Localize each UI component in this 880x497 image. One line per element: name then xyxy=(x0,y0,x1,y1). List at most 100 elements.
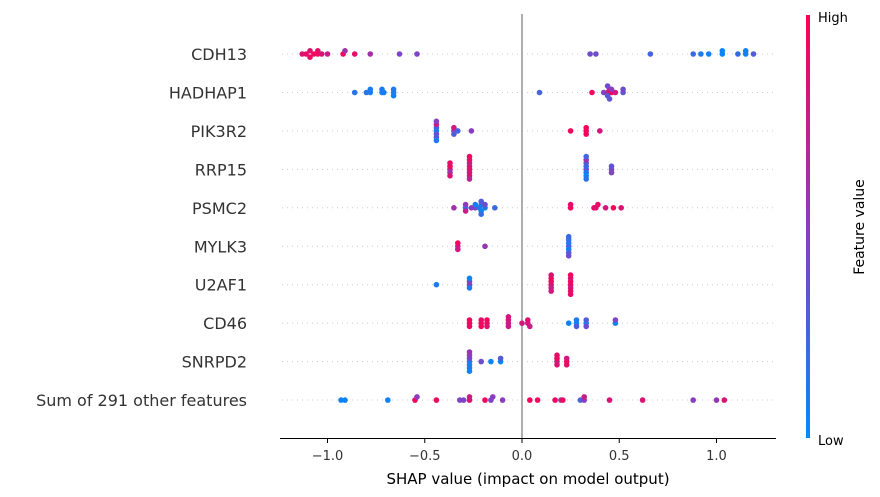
data-point xyxy=(602,205,609,211)
data-point xyxy=(367,51,374,57)
data-point xyxy=(505,314,512,320)
data-point xyxy=(466,349,473,355)
data-point xyxy=(548,272,554,278)
data-point xyxy=(490,394,496,400)
feature-labels: CDH13 HADHAP1 PIK3R2 RRP15 PSMC2 MYLK3 U2AF1 CD… xyxy=(36,45,247,410)
data-point xyxy=(466,368,473,375)
data-point xyxy=(460,397,467,403)
data-point xyxy=(451,131,457,137)
data-point xyxy=(492,205,498,211)
data-point xyxy=(567,272,574,278)
data-point xyxy=(478,323,485,330)
data-point xyxy=(583,131,589,137)
data-point xyxy=(527,397,533,403)
feature-label: Sum of 291 other features xyxy=(36,391,247,410)
data-point xyxy=(390,92,397,99)
colorbar-low-label: Low xyxy=(818,434,844,449)
data-point xyxy=(735,51,741,57)
points-layer xyxy=(299,48,757,403)
data-point xyxy=(587,51,593,57)
data-point xyxy=(351,89,358,96)
data-point xyxy=(497,355,504,362)
feature-label: PIK3R2 xyxy=(191,122,247,141)
data-point xyxy=(466,285,473,291)
data-point xyxy=(565,253,572,259)
data-point xyxy=(567,291,574,298)
data-point xyxy=(647,51,654,57)
feature-label: HADHAP1 xyxy=(169,83,247,102)
data-point xyxy=(478,358,485,365)
data-point xyxy=(484,323,490,330)
data-point xyxy=(414,51,420,57)
data-point xyxy=(351,51,358,57)
data-point xyxy=(433,397,440,403)
data-point xyxy=(466,275,473,282)
data-point xyxy=(565,320,572,327)
data-point xyxy=(583,124,589,131)
data-point xyxy=(583,176,589,182)
data-point xyxy=(299,51,306,57)
data-point xyxy=(548,288,554,294)
x-axis-title: SHAP value (impact on model output) xyxy=(386,470,669,488)
data-point xyxy=(499,397,506,403)
data-point xyxy=(608,163,615,169)
data-point xyxy=(315,48,321,54)
data-point xyxy=(447,173,453,179)
x-axis-ticks: −1.0 −0.5 0.0 0.5 1.0 xyxy=(312,438,727,464)
data-point xyxy=(478,198,485,205)
x-tick-label: −0.5 xyxy=(409,449,441,464)
data-point xyxy=(721,397,728,403)
data-point xyxy=(612,89,619,96)
data-point xyxy=(451,124,457,131)
data-point xyxy=(589,89,595,96)
colorbar-high-label: High xyxy=(818,11,848,26)
data-point xyxy=(482,397,488,403)
data-point xyxy=(342,397,348,403)
data-point xyxy=(396,51,403,57)
data-point xyxy=(525,317,531,323)
feature-label: U2AF1 xyxy=(195,276,247,295)
data-point xyxy=(581,394,587,400)
data-point xyxy=(462,201,469,208)
data-point xyxy=(606,397,613,403)
data-point xyxy=(705,51,712,57)
data-point xyxy=(318,51,325,57)
data-point xyxy=(381,89,387,96)
data-point xyxy=(604,83,611,89)
x-tick-label: 0.0 xyxy=(512,449,533,464)
data-point xyxy=(385,397,391,403)
data-point xyxy=(414,394,420,400)
data-point xyxy=(742,48,749,54)
data-point xyxy=(583,323,589,330)
data-point xyxy=(466,323,473,330)
data-point xyxy=(484,317,490,323)
data-point xyxy=(455,240,461,246)
data-point xyxy=(618,205,624,211)
data-point xyxy=(455,246,461,253)
data-point xyxy=(612,317,619,323)
data-point xyxy=(466,153,473,160)
data-point xyxy=(750,51,757,57)
data-point xyxy=(363,89,370,96)
data-point xyxy=(573,323,580,330)
data-point xyxy=(620,86,626,93)
data-point xyxy=(713,397,720,403)
data-point xyxy=(433,281,440,288)
data-point xyxy=(482,243,488,250)
data-point xyxy=(610,205,617,211)
data-point xyxy=(536,89,543,96)
data-point xyxy=(433,137,440,144)
feature-label: CD46 xyxy=(203,314,247,333)
x-tick-label: 1.0 xyxy=(706,449,727,464)
data-point xyxy=(342,48,348,54)
x-tick-label: 0.5 xyxy=(609,449,630,464)
data-point xyxy=(338,397,344,403)
data-point xyxy=(583,317,589,323)
data-point xyxy=(466,317,473,323)
data-point xyxy=(478,211,485,217)
data-point xyxy=(468,205,475,211)
colorbar xyxy=(806,15,810,438)
data-point xyxy=(466,394,473,400)
feature-label: SNRPD2 xyxy=(182,353,247,372)
